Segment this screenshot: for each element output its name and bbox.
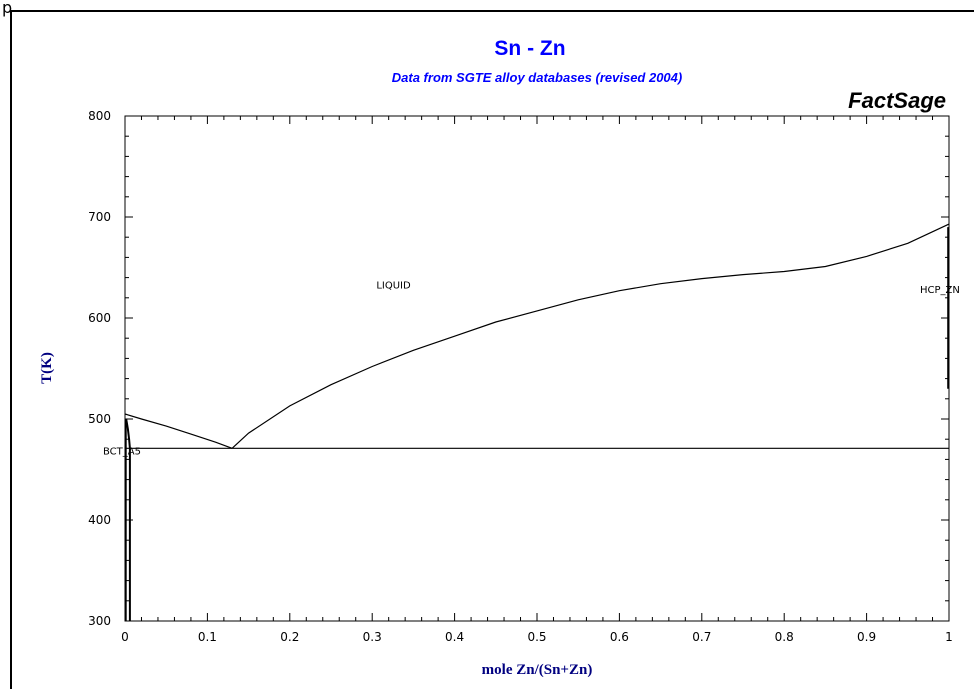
y-tick-label: 500: [88, 412, 111, 426]
x-tick-label: 0.9: [857, 630, 876, 644]
plot-area: [124, 115, 950, 622]
region-labels: LIQUID BCT_A5 HCP_ZN: [103, 281, 960, 458]
phase-boundary-line: [231, 223, 950, 449]
x-tick-label: 0.6: [610, 630, 629, 644]
phase-boundary-line: [125, 418, 131, 621]
chart-subtitle: Data from SGTE alloy databases (revised …: [392, 70, 682, 85]
x-tick-label: 0.3: [363, 630, 382, 644]
x-tick-label: 0.1: [198, 630, 217, 644]
region-label: LIQUID: [376, 281, 411, 292]
y-tick-label: 800: [88, 109, 111, 123]
x-axis-label: mole Zn/(Sn+Zn): [482, 662, 593, 678]
x-tick-label: 0.7: [692, 630, 711, 644]
chart-title: Sn - Zn: [494, 37, 565, 60]
phase-boundary-line: [124, 413, 233, 449]
region-label: HCP_ZN: [920, 285, 960, 296]
x-tick-label: 0: [121, 630, 129, 644]
y-tick-label: 700: [88, 210, 111, 224]
x-tick-label: 0.4: [445, 630, 464, 644]
page-label: p: [2, 0, 13, 17]
y-tick-labels: 300 400 500 600 700 800: [88, 109, 111, 628]
y-tick-label: 400: [88, 513, 111, 527]
x-tick-label: 0.8: [775, 630, 794, 644]
y-tick-label: 600: [88, 311, 111, 325]
y-tick-label: 300: [88, 614, 111, 628]
y-axis-label: T(K): [39, 352, 55, 384]
x-tick-labels: 0 0.1 0.2 0.3 0.4 0.5 0.6 0.7 0.8 0.9 1: [121, 630, 953, 644]
series-layer: [124, 223, 950, 621]
factsage-logo: FactSage: [848, 88, 946, 113]
x-tick-label: 1: [945, 630, 953, 644]
region-label: BCT_A5: [103, 446, 141, 457]
x-tick-label: 0.5: [527, 630, 546, 644]
x-tick-label: 0.2: [280, 630, 299, 644]
chart-frame: [10, 10, 974, 689]
axis-ticks: [124, 115, 950, 622]
